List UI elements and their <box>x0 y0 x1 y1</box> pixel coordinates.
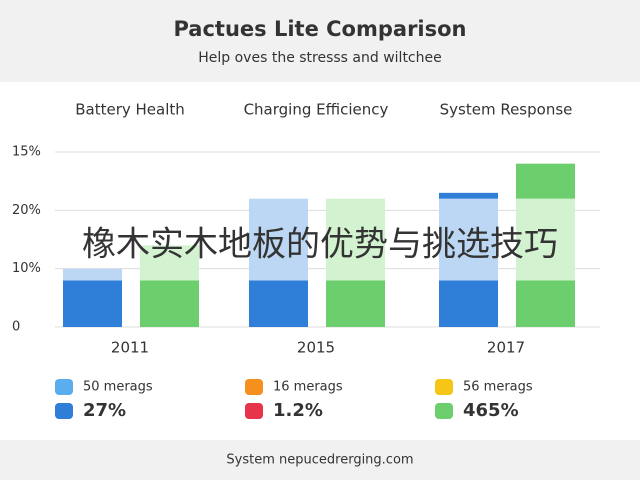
bar-segment <box>63 268 122 281</box>
bar-segment <box>326 198 385 281</box>
header-band <box>0 0 640 82</box>
chart-subtitle: Help oves the stresss and wiltchee <box>198 50 441 66</box>
plot: 0 10% 20% 15% Battery Health Charging Efficie… <box>12 101 600 421</box>
x-tick-label: 2015 <box>297 339 335 357</box>
x-tick-label: 2011 <box>111 339 149 357</box>
footer: System nepucedrerging.com <box>226 453 413 468</box>
legend-label: 50 merags <box>83 380 153 395</box>
column-header: Battery Health <box>75 101 185 119</box>
bar-segment <box>249 198 308 281</box>
x-tick-label: 2017 <box>487 339 525 357</box>
bar-segment <box>516 280 575 327</box>
bar-segment <box>63 280 122 327</box>
bar-segment <box>249 280 308 327</box>
legend-swatch <box>55 403 73 419</box>
legend-label: 56 merags <box>463 380 533 395</box>
y-tick-label: 20% <box>12 203 41 218</box>
bar-segment <box>516 163 575 199</box>
bar-segment <box>439 198 498 281</box>
footer-band <box>0 440 640 480</box>
y-tick-label: 15% <box>12 145 41 160</box>
overlay-text: 橡木实木地板的优势与挑选技巧 <box>82 225 558 265</box>
legend-label: 1.2% <box>273 400 323 421</box>
legend-swatch <box>55 379 73 395</box>
bar-segment <box>140 245 199 281</box>
legend-label: 465% <box>463 400 519 421</box>
column-header: Charging Efficiency <box>244 101 389 119</box>
bar-segment <box>439 280 498 327</box>
bar-segment <box>516 198 575 281</box>
bar-segment <box>140 280 199 327</box>
legend-swatch <box>245 379 263 395</box>
y-tick-label: 0 <box>12 320 20 335</box>
legend-swatch <box>435 379 453 395</box>
legend-label: 27% <box>83 400 126 421</box>
legend-swatch <box>435 403 453 419</box>
bar-segment <box>439 192 498 199</box>
y-tick-label: 10% <box>12 261 41 276</box>
legend-swatch <box>245 403 263 419</box>
chart-title: Pactues Lite Comparison <box>173 17 466 41</box>
bar-segment <box>326 280 385 327</box>
column-header: System Response <box>440 101 573 119</box>
legend-label: 16 merags <box>273 380 343 395</box>
